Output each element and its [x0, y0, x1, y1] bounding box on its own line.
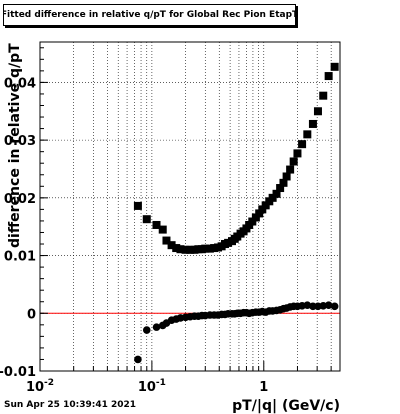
data-point-square: [248, 217, 257, 226]
x-tick-label: 1: [259, 380, 268, 395]
data-series: [133, 62, 339, 364]
data-point-square: [133, 201, 142, 210]
y-tick-label: 0.01: [4, 250, 36, 265]
grid: [39, 42, 340, 372]
data-point-square: [201, 244, 210, 253]
data-point-square: [293, 149, 302, 158]
data-point-square: [289, 157, 298, 166]
data-point-square: [279, 178, 288, 187]
tick-labels: -0.01 0 0.01 0.02 0.03 0.04 10-2 10-1 1: [0, 76, 268, 395]
data-point-square: [268, 193, 277, 202]
y-tick-label: 0: [27, 307, 36, 322]
data-point-square: [172, 244, 181, 253]
data-point-square: [181, 245, 190, 254]
data-point-square: [308, 119, 317, 128]
x-tick-label: 10-2: [26, 378, 54, 395]
data-point-square: [298, 140, 307, 149]
data-point-circle: [324, 301, 333, 310]
data-point-square: [167, 241, 176, 250]
data-point-square: [313, 107, 322, 116]
axis-ticks: [39, 47, 332, 372]
x-axis-label: pT/|q| (GeV/c): [232, 398, 340, 414]
timestamp: Sun Apr 25 10:39:41 2021: [4, 400, 137, 410]
data-point-square: [152, 220, 161, 229]
y-tick-label: 0.04: [4, 76, 36, 91]
plot-frame: [39, 41, 341, 372]
data-point-square: [286, 165, 295, 174]
y-tick-label: 0.02: [4, 192, 36, 207]
y-tick-label: 0.03: [4, 134, 36, 149]
data-point-square: [276, 184, 285, 193]
x-tick-label: 10-1: [138, 378, 166, 395]
data-point-circle: [152, 323, 161, 331]
data-point-square: [205, 244, 214, 253]
data-point-square: [176, 245, 185, 254]
data-point-square: [158, 225, 167, 234]
data-point-square: [272, 189, 281, 198]
y-tick-label: -0.01: [0, 365, 36, 380]
data-point-square: [255, 209, 264, 218]
data-point-square: [330, 62, 339, 71]
chart-title: Fitted difference in relative q/pT for G…: [3, 4, 296, 26]
chart-title-text: Fitted difference in relative q/pT for G…: [3, 10, 296, 20]
data-point-square: [186, 245, 195, 254]
data-point-square: [261, 201, 270, 210]
data-point-square: [324, 72, 333, 81]
data-point-circle: [142, 326, 151, 334]
data-point-square: [142, 215, 151, 224]
data-point-square: [251, 213, 260, 222]
data-point-square: [303, 130, 312, 139]
data-point-square: [319, 91, 328, 100]
data-point-square: [162, 236, 171, 245]
data-point-circle: [330, 302, 339, 311]
data-point-square: [282, 172, 291, 181]
data-point-square: [258, 205, 267, 214]
y-axis-label: difference in relative q/pT: [7, 43, 23, 248]
data-point-circle: [134, 355, 142, 364]
